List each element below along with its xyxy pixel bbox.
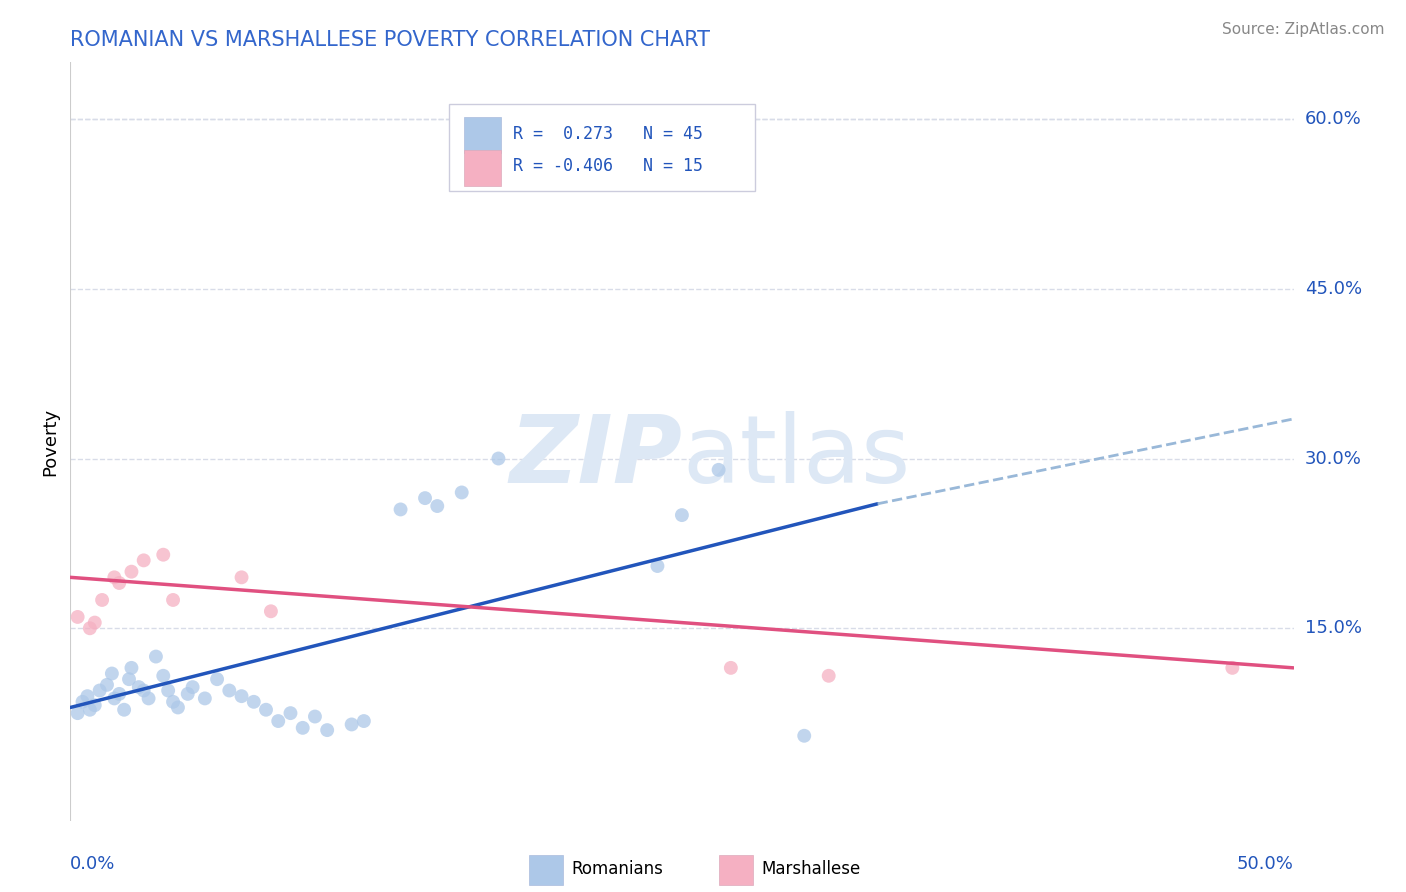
Point <box>243 695 266 709</box>
Point <box>304 709 326 723</box>
Text: 30.0%: 30.0% <box>1305 450 1361 467</box>
Point <box>83 698 105 713</box>
Point <box>231 570 253 584</box>
Point <box>353 714 375 728</box>
Point <box>121 565 143 579</box>
Text: Marshallese: Marshallese <box>762 860 860 878</box>
Point <box>426 499 449 513</box>
Point <box>389 502 412 516</box>
Point <box>340 717 363 731</box>
Point <box>260 604 283 618</box>
Point <box>108 687 131 701</box>
Point <box>138 691 160 706</box>
Point <box>254 703 277 717</box>
Point <box>205 672 228 686</box>
Point <box>72 695 94 709</box>
Point <box>91 593 114 607</box>
Point <box>132 553 155 567</box>
Point <box>291 721 314 735</box>
Point <box>231 689 253 703</box>
Point <box>413 491 436 505</box>
Point <box>707 463 730 477</box>
Point <box>152 669 174 683</box>
Point <box>218 683 240 698</box>
Point <box>194 691 217 706</box>
Point <box>720 661 742 675</box>
FancyBboxPatch shape <box>450 104 755 191</box>
Point <box>167 700 190 714</box>
Point <box>450 485 472 500</box>
Point <box>181 680 204 694</box>
Point <box>101 666 124 681</box>
FancyBboxPatch shape <box>464 150 501 186</box>
Point <box>128 680 150 694</box>
Point <box>316 723 339 738</box>
Point <box>145 649 167 664</box>
Point <box>103 570 125 584</box>
Text: R =  0.273   N = 45: R = 0.273 N = 45 <box>513 126 703 144</box>
FancyBboxPatch shape <box>529 855 564 885</box>
Point <box>793 729 815 743</box>
Point <box>817 669 839 683</box>
Point <box>66 706 89 720</box>
Point <box>132 683 155 698</box>
Text: R = -0.406   N = 15: R = -0.406 N = 15 <box>513 157 703 176</box>
Y-axis label: Poverty: Poverty <box>41 408 59 475</box>
Point <box>647 559 669 574</box>
Text: 60.0%: 60.0% <box>1305 110 1361 128</box>
Point <box>79 621 101 635</box>
Text: ZIP: ZIP <box>509 410 682 503</box>
Text: ROMANIAN VS MARSHALLESE POVERTY CORRELATION CHART: ROMANIAN VS MARSHALLESE POVERTY CORRELAT… <box>70 29 710 50</box>
Text: 15.0%: 15.0% <box>1305 619 1361 637</box>
Text: 45.0%: 45.0% <box>1305 280 1362 298</box>
Text: Source: ZipAtlas.com: Source: ZipAtlas.com <box>1222 22 1385 37</box>
Point <box>112 703 135 717</box>
Point <box>108 576 131 591</box>
Point <box>96 678 118 692</box>
FancyBboxPatch shape <box>464 117 501 153</box>
Text: 50.0%: 50.0% <box>1237 855 1294 873</box>
Text: 0.0%: 0.0% <box>70 855 115 873</box>
Point <box>83 615 105 630</box>
Point <box>1220 661 1243 675</box>
Point <box>267 714 290 728</box>
FancyBboxPatch shape <box>718 855 752 885</box>
Point <box>162 695 184 709</box>
Text: atlas: atlas <box>682 410 910 503</box>
Point <box>76 689 98 703</box>
Point <box>89 683 111 698</box>
Point <box>103 691 125 706</box>
Point <box>671 508 693 522</box>
Point <box>121 661 143 675</box>
Point <box>488 451 510 466</box>
Point <box>157 683 180 698</box>
Point <box>66 610 89 624</box>
Point <box>162 593 184 607</box>
Point <box>177 687 200 701</box>
Point <box>79 703 101 717</box>
Point <box>118 672 141 686</box>
Point <box>152 548 174 562</box>
Text: Romanians: Romanians <box>572 860 664 878</box>
Point <box>280 706 302 720</box>
